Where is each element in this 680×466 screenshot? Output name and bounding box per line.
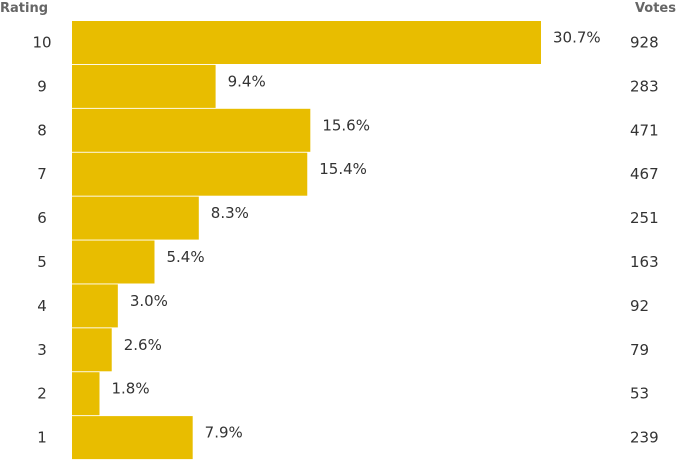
rating-tick-label: 8 <box>37 121 47 139</box>
vote-count-label: 283 <box>630 77 659 95</box>
percent-data-label: 30.7% <box>553 29 601 47</box>
vote-count-label: 53 <box>630 385 649 403</box>
percent-data-label: 15.6% <box>322 116 370 134</box>
rating-column-header: Rating <box>0 1 49 16</box>
rating-tick-label: 2 <box>37 385 47 403</box>
vote-count-label: 92 <box>630 297 649 315</box>
rating-bar <box>72 21 541 64</box>
rating-bar <box>72 152 308 196</box>
rating-bar <box>72 284 118 328</box>
percent-data-label: 7.9% <box>205 424 243 442</box>
rating-tick-label: 6 <box>37 209 47 227</box>
rating-tick-label: 3 <box>37 341 47 359</box>
vote-count-label: 471 <box>630 121 659 139</box>
rating-bar <box>72 196 199 240</box>
rating-bar <box>72 108 311 152</box>
rating-bar <box>72 372 100 416</box>
rating-tick-label: 4 <box>37 297 47 315</box>
percent-data-label: 8.3% <box>211 204 249 222</box>
rating-tick-label: 1 <box>37 429 47 447</box>
vote-count-label: 79 <box>630 341 649 359</box>
percent-data-label: 5.4% <box>166 248 204 266</box>
rating-bar <box>72 328 112 372</box>
vote-count-label: 163 <box>630 253 659 271</box>
votes-column-header: Votes <box>634 1 676 16</box>
rating-bar <box>72 64 216 108</box>
rating-tick-label: 5 <box>37 253 47 271</box>
rating-bar <box>72 240 155 284</box>
percent-data-label: 1.8% <box>111 380 149 398</box>
vote-count-label: 467 <box>630 165 659 183</box>
vote-count-label: 928 <box>630 34 659 52</box>
rating-tick-label: 7 <box>37 165 47 183</box>
vote-count-label: 239 <box>630 429 659 447</box>
percent-data-label: 2.6% <box>124 336 162 354</box>
rating-tick-label: 9 <box>37 77 47 95</box>
percent-data-label: 15.4% <box>319 160 367 178</box>
percent-data-label: 3.0% <box>130 292 168 310</box>
rating-bar <box>72 416 193 460</box>
percent-data-label: 9.4% <box>228 72 266 90</box>
vote-count-label: 251 <box>630 209 659 227</box>
rating-tick-label: 10 <box>32 34 51 52</box>
